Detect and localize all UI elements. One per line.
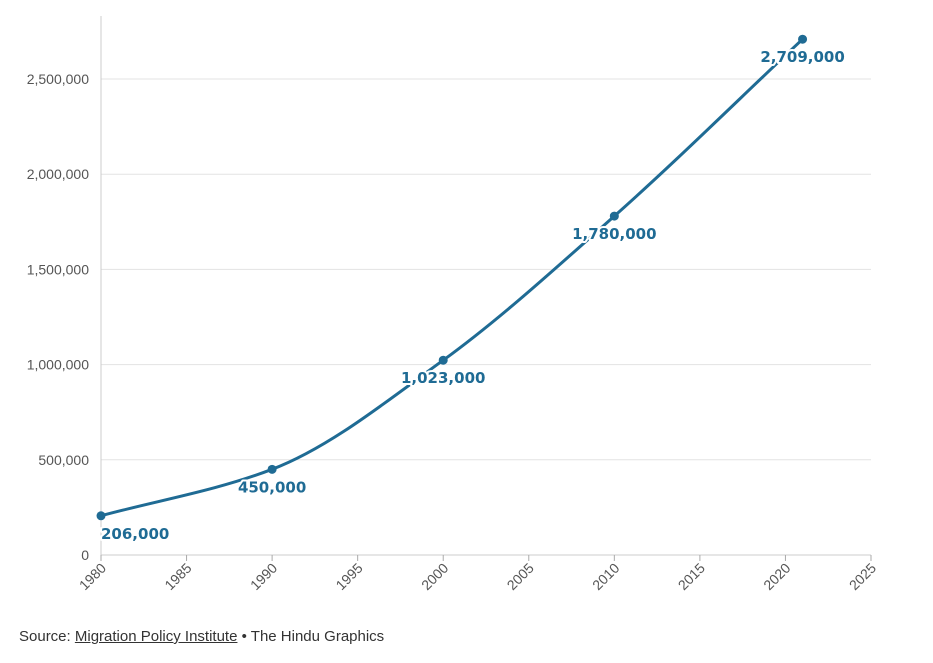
data-point — [96, 511, 106, 521]
y-tick-label: 1,500,000 — [27, 261, 89, 277]
series-line — [99, 37, 805, 518]
x-tick-label: 1995 — [332, 560, 365, 593]
data-point — [609, 211, 619, 221]
credit-text: The Hindu Graphics — [250, 628, 385, 645]
x-tick-label: 1985 — [161, 560, 194, 593]
data-label: 450,000 — [238, 478, 306, 496]
source-footer: Source: Migration Policy Institute • The… — [19, 628, 384, 645]
x-tick-label: 1990 — [247, 560, 280, 593]
data-point — [438, 355, 448, 365]
x-tick-label: 2025 — [846, 560, 879, 593]
data-points — [96, 34, 808, 521]
footer-separator: • — [237, 628, 251, 645]
data-label: 2,709,000 — [760, 48, 844, 66]
line-chart: 0 500,000 1,000,000 1,500,000 2,000,000 2,500… — [27, 16, 879, 593]
x-tick-label: 2015 — [675, 560, 708, 593]
data-label: 1,023,000 — [401, 369, 485, 387]
x-tick-label: 2020 — [760, 560, 793, 593]
y-tick-label: 500,000 — [38, 452, 89, 468]
source-prefix: Source: — [19, 628, 75, 645]
x-tick-label: 2010 — [589, 560, 622, 593]
data-label: 1,780,000 — [572, 225, 656, 243]
data-label: 206,000 — [101, 525, 169, 543]
series-line-layer — [99, 37, 805, 518]
x-tick-label: 2000 — [418, 560, 451, 593]
y-tick-label: 1,000,000 — [27, 357, 89, 373]
axes: 0 500,000 1,000,000 1,500,000 2,000,000 2,500… — [27, 16, 879, 593]
gridlines — [101, 78, 871, 461]
data-labels: 206,000 450,000 1,023,000 1,780,000 2,709,00… — [99, 46, 847, 545]
source-link[interactable]: Migration Policy Institute — [74, 628, 238, 645]
y-tick-label: 0 — [81, 547, 89, 563]
data-point — [267, 464, 277, 474]
x-tick-label: 2005 — [504, 560, 537, 593]
data-point — [798, 34, 808, 44]
y-tick-label: 2,500,000 — [27, 71, 89, 87]
y-tick-label: 2,000,000 — [27, 166, 89, 182]
x-tick-label: 1980 — [76, 560, 109, 593]
